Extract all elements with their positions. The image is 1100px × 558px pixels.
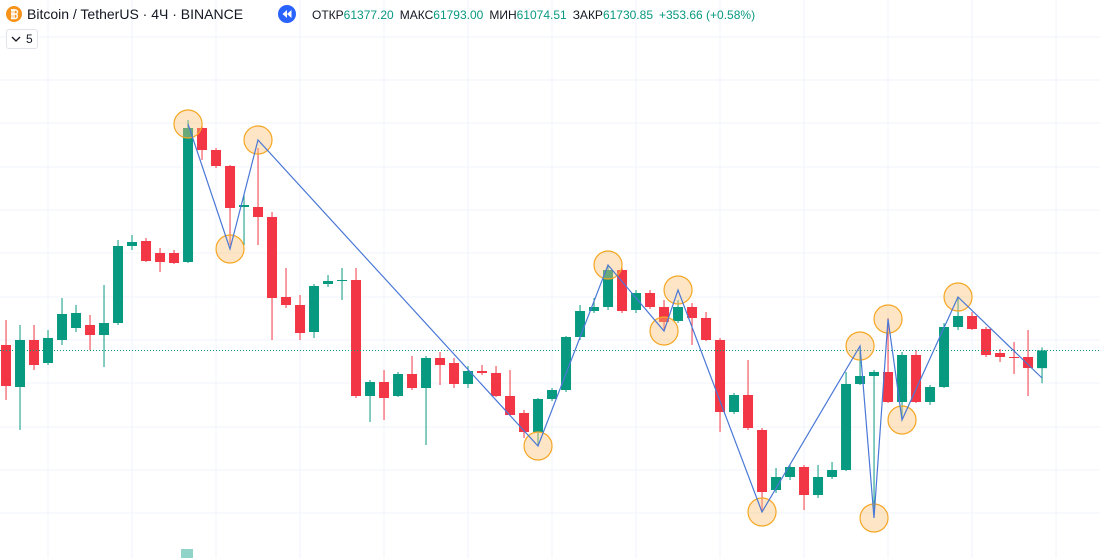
- candle-body: [463, 371, 474, 384]
- candle-body: [155, 253, 166, 262]
- candle-body: [29, 340, 40, 365]
- candle-body: [239, 205, 250, 207]
- candle-body: [589, 307, 600, 311]
- candle-body: [897, 355, 908, 402]
- candle-body: [855, 376, 866, 384]
- candle-body: [687, 307, 698, 318]
- symbol-title[interactable]: Bitcoin / TetherUS · 4Ч · BINANCE: [27, 6, 244, 22]
- candle-body: [491, 373, 502, 396]
- candle-body: [337, 280, 348, 281]
- change-value: +353.66 (+0.58%): [659, 8, 756, 22]
- candle-body: [561, 337, 572, 390]
- candle-body: [701, 318, 712, 340]
- candle-body: [757, 430, 768, 492]
- volume-bar: [181, 549, 193, 558]
- candle-body: [169, 253, 180, 263]
- coin-icon: [6, 6, 22, 22]
- indicator-toggle[interactable]: 5: [6, 29, 38, 49]
- stat-label: ЗАКР: [572, 8, 603, 22]
- candle-body: [309, 286, 320, 332]
- candle-body: [99, 323, 110, 335]
- candle-body: [939, 327, 950, 387]
- candle-body: [435, 358, 446, 365]
- stat-value: 61377.20: [343, 8, 394, 22]
- stat-label: ОТКР: [312, 8, 344, 22]
- candle-body: [869, 372, 880, 376]
- legend-bar: Bitcoin / TetherUS · 4Ч · BINANCE ОТКР61…: [0, 0, 1100, 30]
- candle-body: [379, 382, 390, 398]
- candle-body: [477, 371, 488, 373]
- candle-body: [197, 128, 208, 150]
- candle-body: [71, 313, 82, 328]
- chevron-icon: [11, 36, 21, 42]
- candle-body: [393, 374, 404, 396]
- candle-body: [1023, 357, 1034, 368]
- candle-body: [365, 382, 376, 396]
- candle-body: [967, 316, 978, 329]
- candle-body: [673, 307, 684, 321]
- candle-body: [141, 241, 152, 261]
- candle-body: [127, 242, 138, 246]
- candle-body: [449, 363, 460, 384]
- stat-value: 61793.00: [433, 8, 484, 22]
- candle-body: [575, 311, 586, 337]
- candle-body: [729, 395, 740, 412]
- candle-body: [953, 316, 964, 327]
- candle-body: [519, 413, 530, 432]
- candle-body: [631, 293, 642, 310]
- candle-body: [743, 395, 754, 428]
- candle-body: [407, 374, 418, 388]
- candle-body: [323, 281, 334, 284]
- indicator-value: 5: [26, 32, 33, 46]
- candle-body: [505, 396, 516, 415]
- zigzag-line: [187, 123, 1043, 519]
- stat-label: МАКС: [399, 8, 434, 22]
- candle-body: [281, 297, 292, 305]
- stat-value: 61074.51: [516, 8, 567, 22]
- candle-body: [113, 246, 124, 323]
- candle-body: [1, 345, 12, 386]
- candle-body: [295, 305, 306, 333]
- candle-body: [799, 467, 810, 495]
- candle-body: [421, 358, 432, 388]
- ohlc-values: ОТКР61377.20 МАКС61793.00 МИН61074.51 ЗАКР6…: [312, 8, 755, 22]
- stat-label: МИН: [489, 8, 517, 22]
- candle-body: [1037, 350, 1048, 369]
- candle-body: [715, 340, 726, 412]
- candle-body: [603, 270, 614, 307]
- candle-body: [253, 207, 264, 217]
- candle-body: [911, 355, 922, 402]
- candle-body: [841, 384, 852, 470]
- candle-body: [785, 467, 796, 477]
- candle-body: [813, 477, 824, 495]
- replay-button[interactable]: [277, 4, 297, 24]
- candle-body: [85, 325, 96, 335]
- candle-body: [827, 470, 838, 477]
- candle-body: [883, 372, 894, 402]
- candle-body: [1009, 357, 1020, 358]
- candle-body: [183, 128, 194, 262]
- candle-body: [225, 166, 236, 208]
- candle-body: [15, 340, 26, 387]
- candle-body: [995, 353, 1006, 357]
- candle-body: [267, 217, 278, 298]
- candle-body: [351, 280, 362, 396]
- candle-body: [925, 387, 936, 402]
- candle-body: [659, 307, 670, 322]
- candle-body: [645, 293, 656, 307]
- candle-body: [617, 270, 628, 311]
- candle-body: [981, 329, 992, 355]
- candle-body: [771, 477, 782, 490]
- candle-body: [211, 150, 222, 166]
- candle-body: [547, 390, 558, 399]
- stat-value: 61730.85: [602, 8, 653, 22]
- candle-body: [57, 314, 68, 340]
- candle-body: [533, 399, 544, 432]
